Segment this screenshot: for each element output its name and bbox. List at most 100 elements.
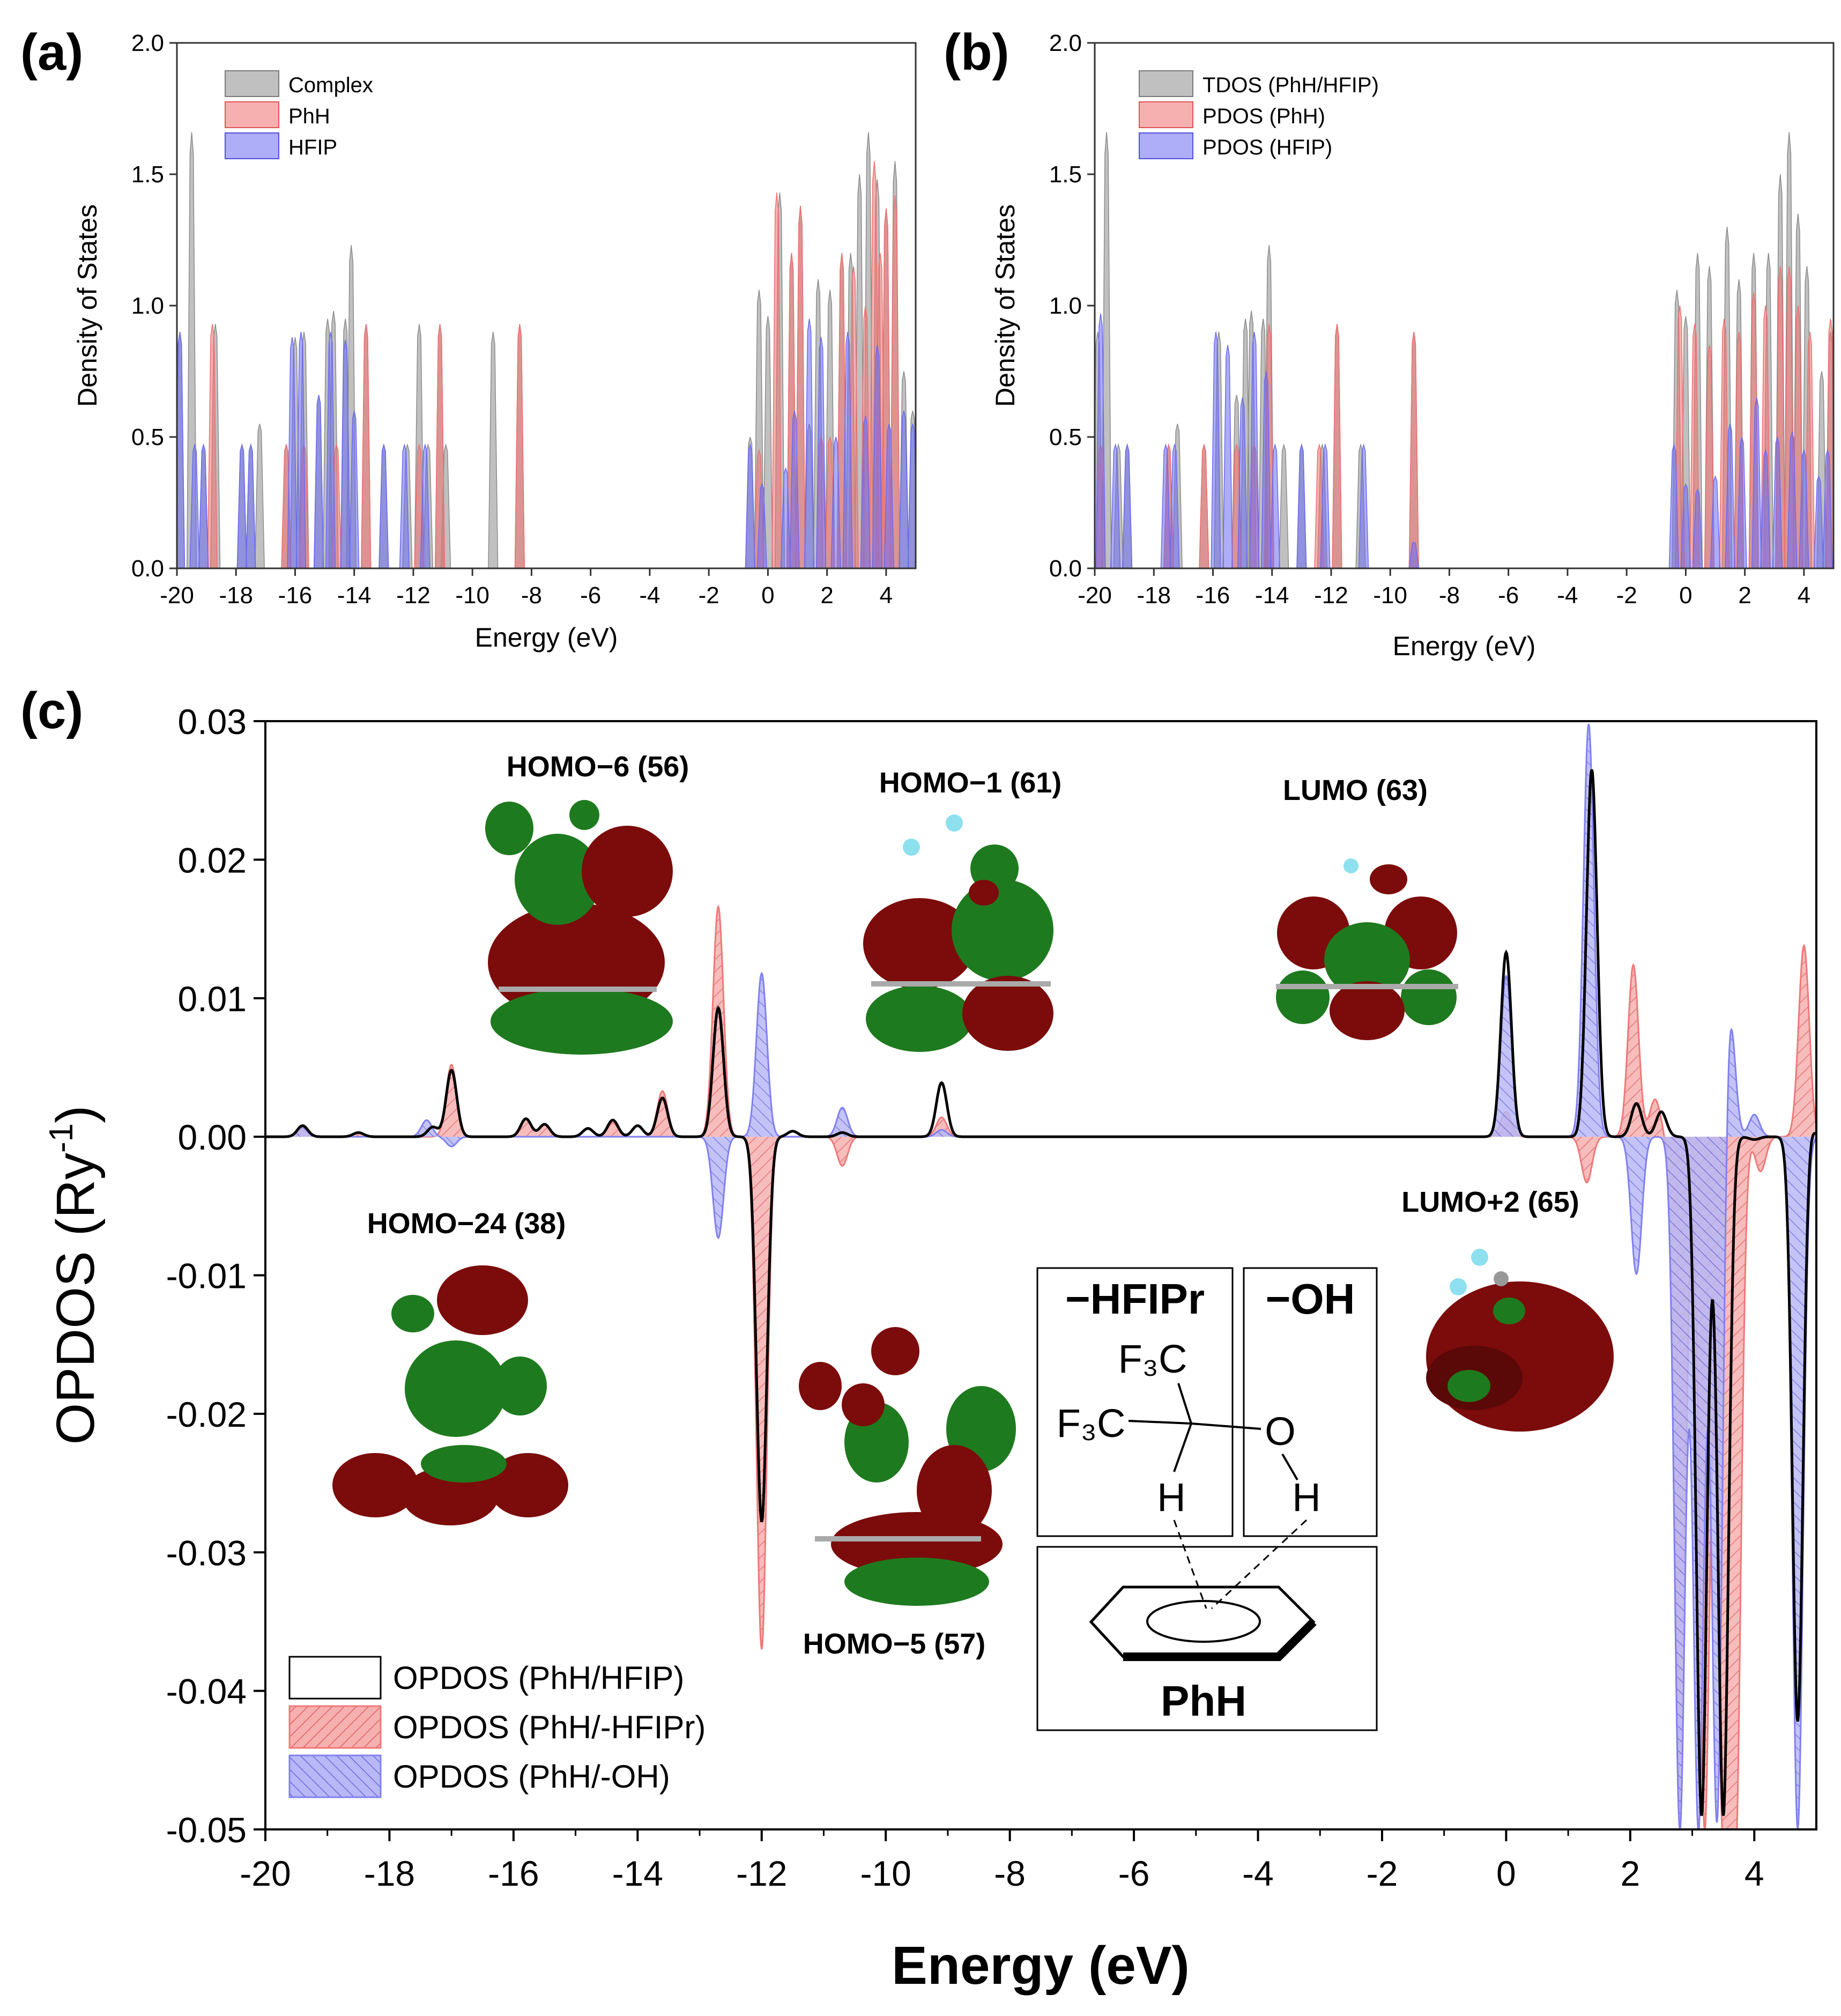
orbital-homo5-image (799, 1327, 1016, 1606)
xtick-label-c-9: -2 (1367, 1854, 1398, 1893)
dos-peak-a-2-4 (246, 443, 256, 568)
dos-peak-b-2-14 (1408, 542, 1419, 568)
dos-peak-a-2-11 (378, 443, 389, 568)
scheme-benzene-bold-edge (1123, 1619, 1317, 1661)
dos-peak-a-2-19 (816, 337, 827, 568)
dos-peak-b-2-9 (1261, 371, 1272, 568)
orbital-homo1-image (863, 814, 1053, 1052)
dos-peak-a-2-13 (420, 443, 430, 568)
series-b-1 (1095, 266, 1833, 568)
orbital-homo6-image (485, 800, 673, 1055)
scheme-f3c-top: F₃C (1118, 1337, 1187, 1381)
panel-a-legend: Complex PhH HFIP (225, 70, 373, 159)
dos-peak-b-2-18 (1710, 475, 1721, 568)
orbital-label-homo24: HOMO−24 (38) (367, 1207, 566, 1240)
ytick-label-c-4: -0.01 (166, 1256, 247, 1296)
ytick-label-a-2: 1.0 (131, 293, 164, 319)
panel-b-xlabel: Energy (eV) (1393, 631, 1536, 661)
xtick-label-c-8: -4 (1242, 1854, 1274, 1893)
panel-c-legend: OPDOS (PhH/HFIP) OPDOS (PhH/-HFIPr) OPDO… (288, 1656, 706, 1798)
ytick-label-c-3: 0.00 (178, 1117, 247, 1157)
dos-peak-b-2-6 (1222, 345, 1233, 568)
xtick-label-b-0: -20 (1078, 582, 1112, 609)
panel-label-b: (b) (944, 24, 1009, 81)
scheme-oh-label: −OH (1266, 1275, 1355, 1323)
dos-peak-b-2-26 (1813, 475, 1824, 568)
xtick-label-a-2: -16 (278, 582, 313, 609)
dos-peak-a-2-7 (314, 395, 324, 568)
legend-b-swatch-1 (1139, 101, 1193, 128)
xtick-label-b-7: -6 (1498, 582, 1519, 609)
orbital-label-homo1: HOMO−1 (61) (879, 767, 1062, 799)
xtick-label-c-5: -10 (860, 1854, 911, 1893)
scheme-hfipr-box (1036, 1267, 1234, 1537)
dos-peak-a-2-14 (745, 443, 755, 568)
orbital-lumo2-image (1426, 1249, 1614, 1432)
legend-b-label-1: PDOS (PhH) (1202, 105, 1325, 128)
xtick-label-c-11: 2 (1620, 1854, 1640, 1893)
xtick-label-b-12: 4 (1798, 582, 1810, 609)
dos-peak-b-1-11 (1704, 345, 1715, 568)
ytick-label-a-3: 1.5 (131, 161, 164, 188)
dos-peak-b-2-3 (1160, 443, 1171, 568)
dos-peak-b-0-13 (1279, 443, 1289, 568)
legend-b-swatch-0 (1139, 70, 1193, 97)
dos-peak-b-1-7 (1332, 324, 1342, 568)
panel-b-legend: TDOS (PhH/HFIP) PDOS (PhH) PDOS (HFIP) (1139, 70, 1379, 159)
dos-peak-a-2-6 (295, 331, 307, 568)
ytick-label-c-0: 0.03 (178, 702, 247, 742)
xtick-label-c-10: 0 (1496, 1854, 1516, 1893)
xtick-label-a-7: -6 (580, 582, 601, 609)
orbital-label-lumo2: LUMO+2 (65) (1401, 1186, 1579, 1218)
ytick-label-b-3: 1.5 (1049, 161, 1082, 188)
ytick-label-a-1: 0.5 (131, 424, 164, 450)
panel-a: -20 -18 -16 -14 -12 -10 -8 -6 -4 -2 0 2 40.00.51.01.… (72, 30, 917, 653)
ytick-label-c-8: -0.05 (166, 1810, 247, 1850)
scheme-hbond-lines (1173, 1519, 1308, 1610)
dos-peak-b-2-27 (1822, 448, 1833, 568)
legend-c-label-1: OPDOS (PhH/-HFIPr) (393, 1709, 706, 1745)
dos-peak-a-2-5 (287, 337, 298, 568)
ytick-label-c-6: -0.03 (166, 1533, 247, 1573)
dos-peak-a-2-18 (804, 318, 815, 568)
series-a-2 (177, 318, 916, 568)
dos-peak-b-2-25 (1799, 448, 1809, 568)
dos-peak-a-1-20 (889, 195, 900, 568)
xtick-label-b-2: -16 (1196, 582, 1230, 609)
legend-c-label-0: OPDOS (PhH/HFIP) (393, 1660, 684, 1696)
dos-peak-a-2-12 (399, 443, 410, 568)
legend-b-swatch-2 (1139, 132, 1193, 159)
xtick-label-a-0: -20 (160, 582, 194, 609)
xtick-label-b-9: -2 (1616, 582, 1637, 609)
dos-peak-b-2-19 (1725, 424, 1735, 568)
dos-peak-b-2-2 (1122, 443, 1133, 568)
orbital-homo24-image (332, 1265, 568, 1525)
dos-peak-b-2-13 (1359, 443, 1369, 568)
scheme-h-right: H (1292, 1475, 1320, 1520)
ytick-label-a-4: 2.0 (131, 30, 164, 56)
orbital-label-lumo: LUMO (63) (1283, 774, 1428, 806)
xtick-label-b-8: -4 (1557, 582, 1578, 609)
panel-b-ylabel: Density of States (990, 204, 1020, 407)
dos-peak-b-2-20 (1736, 436, 1747, 568)
ytick-label-a-0: 0.0 (131, 555, 164, 582)
dos-peak-a-2-2 (198, 443, 209, 568)
xtick-label-a-11: 2 (820, 582, 833, 609)
dos-peak-a-0-6 (254, 424, 265, 568)
panel-c: -20 -18 -16 -14 -12 -10 -8 -6 -4 -2 0 2 40.030.020.0… (43, 702, 1817, 1996)
dos-peak-b-2-5 (1211, 331, 1221, 568)
legend-b-label-2: PDOS (HFIP) (1202, 136, 1332, 159)
ytick-label-c-2: 0.01 (178, 979, 247, 1019)
xtick-label-c-3: -14 (612, 1854, 663, 1893)
ytick-label-c-7: -0.04 (166, 1672, 247, 1711)
scheme-bonds (1128, 1383, 1298, 1481)
dos-peak-a-1-7 (514, 324, 525, 568)
dos-peak-a-1-6 (434, 324, 446, 568)
dos-peak-b-2-21 (1751, 397, 1762, 568)
dos-peak-a-1-0 (207, 324, 218, 568)
dos-peak-a-2-17 (789, 410, 800, 568)
xtick-label-b-10: 0 (1679, 582, 1692, 609)
scheme-benzene-ring (1146, 1600, 1261, 1643)
panel-label-c: (c) (20, 682, 83, 739)
xtick-label-c-0: -20 (240, 1854, 291, 1893)
